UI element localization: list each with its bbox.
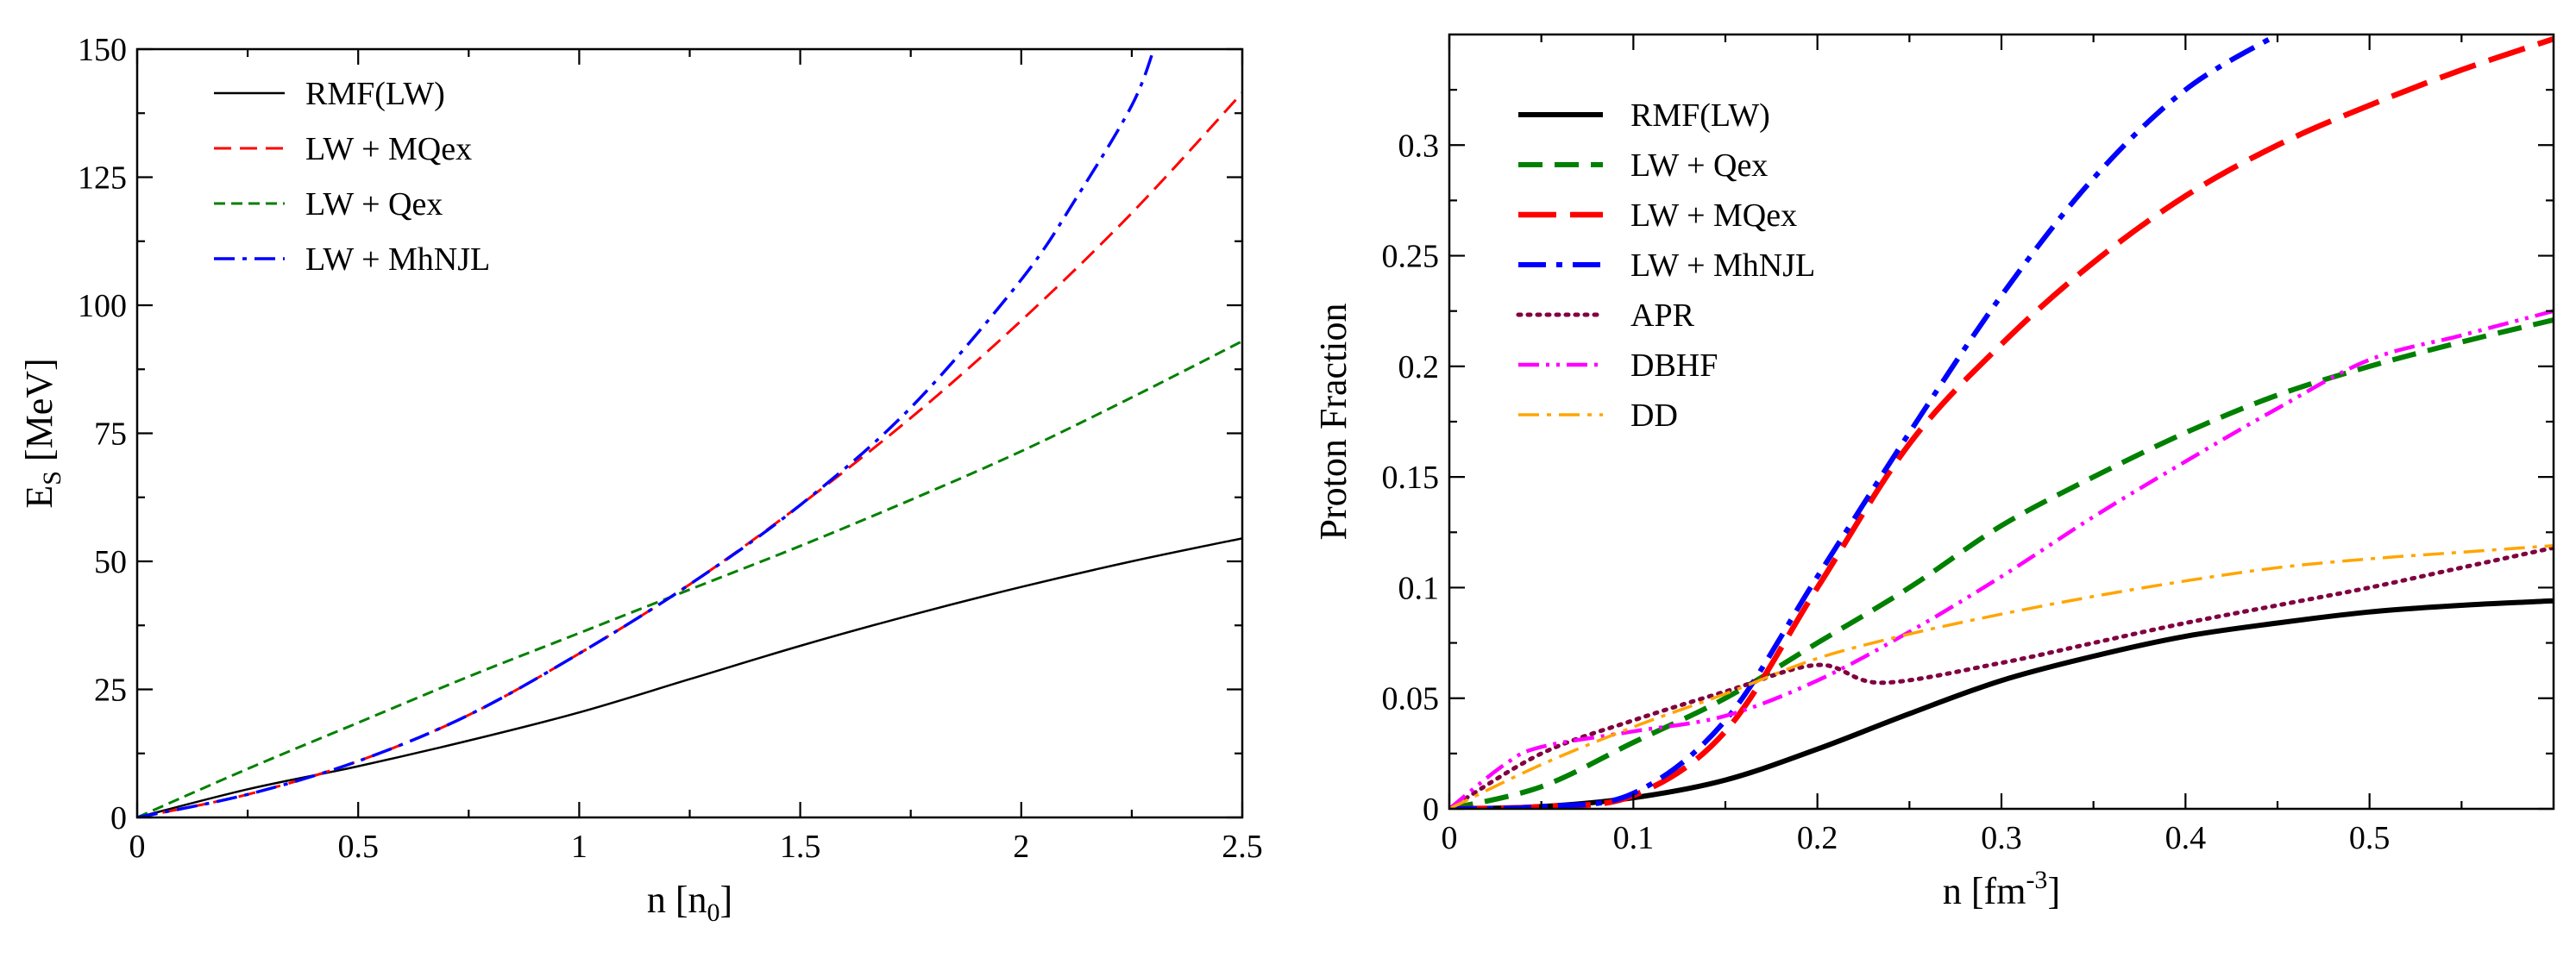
y-tick-label: 0.2	[1398, 349, 1440, 385]
x-tick-label: 1	[571, 829, 587, 865]
y-tick-label: 75	[94, 416, 127, 453]
legend-label-rmf-lw: RMF(LW)	[305, 76, 445, 112]
x-tick-label: 0.1	[1613, 820, 1655, 856]
series-line-apr	[1449, 545, 2554, 809]
legend-label-lw-mqex: LW + MQex	[1630, 197, 1797, 234]
y-tick-label: 0.15	[1382, 460, 1440, 496]
y-tick-label: 0.1	[1398, 570, 1440, 606]
y-tick-label: 100	[78, 288, 127, 324]
legend-label-lw-mhnjl: LW + MhNJL	[305, 241, 490, 278]
y-tick-label: 0	[110, 800, 127, 836]
y-tick-label: 0	[1423, 792, 1439, 828]
y-tick-label: 25	[94, 673, 127, 709]
x-tick-label: 2	[1013, 829, 1029, 865]
legend-label-lw-mhnjl: LW + MhNJL	[1630, 247, 1815, 284]
legend-label-rmf-lw: RMF(LW)	[1630, 97, 1770, 134]
series-group	[137, 49, 1242, 817]
series-line-lw-qex	[1449, 317, 2554, 809]
y-axis-label: Proton Fraction	[1312, 304, 1354, 541]
legend-label-lw-qex: LW + Qex	[305, 186, 443, 222]
x-axis-label-main: n [n	[647, 879, 707, 921]
series-line-lw-mqex	[137, 91, 1242, 817]
series-line-dd	[1449, 543, 2554, 809]
legend-label-lw-mqex: LW + MQex	[305, 131, 472, 167]
legend: RMF(LW) LW + Qex LW + MQex LW + MhNJL APR DBH…	[1516, 97, 1815, 434]
series-line-lw-mhnjl	[137, 49, 1156, 817]
series-line-lw-mhnjl	[1449, 34, 2279, 809]
plot-frame	[135, 47, 1244, 819]
series-line-rmf-lw	[137, 537, 1242, 817]
series-line-rmf-lw	[1449, 598, 2554, 809]
x-axis-label-main: n [fm	[1943, 870, 2026, 912]
series-line-lw-mqex	[1449, 36, 2554, 809]
y-tick-label: 0.25	[1382, 239, 1440, 275]
y-axis-label-sub: S	[38, 471, 66, 485]
series-line-dbhf	[1449, 309, 2554, 809]
x-tick-label: 0	[1442, 820, 1458, 856]
x-tick-label: 0.5	[2349, 820, 2391, 856]
x-axis-label-end: ]	[720, 879, 733, 921]
legend: RMF(LW) LW + MQex LW + Qex LW + MhNJL	[214, 76, 490, 278]
plot-frame	[1448, 33, 2555, 811]
x-tick-label: 1.5	[780, 829, 821, 865]
y-axis-label-main: Proton Fraction	[1312, 304, 1354, 541]
series-line-lw-qex	[137, 340, 1242, 817]
legend-label-dbhf: DBHF	[1630, 348, 1718, 384]
y-tick-label: 0.05	[1382, 681, 1440, 717]
x-axis-label-end: ]	[2047, 870, 2060, 912]
legend-label-lw-qex: LW + Qex	[1630, 147, 1768, 184]
x-tick-label: 2.5	[1222, 829, 1263, 865]
x-axis-label: n [fm-3]	[1943, 866, 2060, 912]
y-tick-label: 50	[94, 544, 127, 580]
x-tick-label: 0.4	[2165, 820, 2207, 856]
x-tick-label: 0.2	[1797, 820, 1838, 856]
right-chart-proton-fraction: 0 0.1 0.2 0.3 0.4 0.5 0 0.05 0.1 0.15 0.2 0.25 0.3 n …	[1312, 33, 2555, 912]
y-axis-label: ES [MeV]	[18, 358, 66, 508]
y-tick-label: 0.3	[1398, 128, 1440, 164]
x-axis-label: n [n0]	[647, 879, 732, 927]
legend-label-apr: APR	[1630, 297, 1695, 334]
x-tick-label: 0.3	[1981, 820, 2022, 856]
y-axis-label-main: E	[18, 485, 60, 509]
x-axis-label-sub: 0	[707, 899, 720, 927]
x-tick-label: 0.5	[337, 829, 379, 865]
y-axis-label-end: [MeV]	[18, 358, 60, 471]
y-tick-label: 125	[78, 160, 127, 197]
x-axis-label-sup: -3	[2026, 866, 2047, 894]
y-tick-label: 150	[78, 32, 127, 68]
legend-label-dd: DD	[1630, 398, 1678, 434]
series-group	[1449, 34, 2554, 809]
x-tick-label: 0	[129, 829, 146, 865]
